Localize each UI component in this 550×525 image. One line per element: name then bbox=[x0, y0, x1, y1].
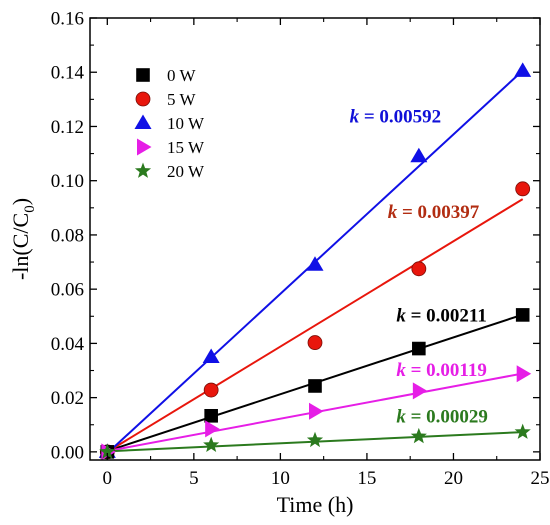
legend-label: 5 W bbox=[167, 90, 196, 109]
y-axis-title-close: ) bbox=[8, 198, 33, 205]
data-point bbox=[515, 308, 530, 322]
rate-constant-value: = 0.00592 bbox=[359, 106, 441, 127]
legend-label: 20 W bbox=[167, 162, 205, 181]
y-tick-label: 0.08 bbox=[51, 225, 84, 246]
rate-constant-symbol: k bbox=[396, 306, 406, 327]
y-tick-label: 0.02 bbox=[51, 388, 84, 409]
rate-constant-symbol: k bbox=[396, 360, 406, 381]
x-axis-title: Time (h) bbox=[277, 492, 354, 517]
y-tick-label: 0.06 bbox=[51, 280, 84, 301]
data-point bbox=[203, 382, 219, 398]
data-point bbox=[411, 261, 427, 277]
rate-constant-label: k = 0.00592 bbox=[350, 106, 442, 127]
data-point bbox=[514, 62, 532, 77]
x-tick-label: 15 bbox=[357, 468, 376, 489]
x-tick-label: 10 bbox=[271, 468, 290, 489]
rate-constant-label: k = 0.00029 bbox=[396, 407, 488, 428]
data-point bbox=[307, 335, 323, 350]
data-point bbox=[410, 427, 427, 444]
rate-constant-label: k = 0.00211 bbox=[396, 306, 487, 327]
fit-line bbox=[106, 198, 524, 453]
y-tick-label: 0.16 bbox=[51, 9, 84, 30]
data-point bbox=[203, 436, 220, 452]
y-tick-label: 0.00 bbox=[51, 442, 84, 463]
data-point bbox=[99, 443, 116, 459]
x-tick-label: 0 bbox=[103, 468, 113, 489]
y-tick-label: 0.10 bbox=[51, 171, 84, 192]
rate-constant-value: = 0.00029 bbox=[406, 407, 488, 428]
data-point bbox=[306, 431, 324, 448]
rate-constant-symbol: k bbox=[350, 106, 360, 127]
x-tick-label: 25 bbox=[531, 468, 550, 489]
data-point bbox=[412, 341, 426, 356]
data-point bbox=[516, 365, 532, 383]
x-tick-label: 5 bbox=[189, 468, 199, 489]
data-point bbox=[514, 423, 531, 439]
rate-constant-label: k = 0.00397 bbox=[388, 202, 480, 223]
data-point bbox=[202, 348, 220, 363]
data-point bbox=[515, 181, 531, 197]
data-point bbox=[306, 256, 324, 271]
x-axis: 0 5 10 15 20 25 bbox=[103, 18, 550, 489]
legend-marker bbox=[134, 114, 152, 129]
rate-constant-value: = 0.00211 bbox=[406, 306, 487, 327]
plot-frame bbox=[89, 17, 541, 461]
data-point bbox=[309, 402, 324, 420]
data-point bbox=[205, 420, 220, 438]
legend-label: 0 W bbox=[167, 66, 196, 85]
legend-marker bbox=[136, 68, 150, 82]
rate-constant-symbol: k bbox=[388, 202, 398, 223]
rate-constant-symbol: k bbox=[396, 407, 406, 428]
data-point bbox=[204, 408, 218, 423]
data-points bbox=[98, 62, 532, 461]
legend-label: 10 W bbox=[167, 114, 205, 133]
rate-constant-value: = 0.00397 bbox=[397, 202, 480, 223]
y-axis-title-main: -ln(C/C bbox=[8, 213, 33, 280]
y-tick-label: 0.04 bbox=[51, 334, 85, 355]
legend-marker bbox=[134, 162, 152, 178]
y-tick-label: 0.14 bbox=[51, 63, 85, 84]
data-point bbox=[410, 147, 428, 163]
y-axis-title: -ln(C/C0) bbox=[8, 198, 38, 280]
legend-marker bbox=[135, 91, 151, 107]
legend: 0 W 5 W 10 W 15 W 20 W bbox=[134, 66, 205, 181]
rate-constant-label: k = 0.00119 bbox=[396, 360, 487, 381]
x-tick-label: 20 bbox=[444, 468, 463, 489]
y-axis: 0.00 0.02 0.04 0.06 0.08 0.10 0.12 0.14 0.16 bbox=[51, 9, 540, 463]
data-point bbox=[308, 379, 322, 393]
y-tick-label: 0.12 bbox=[51, 117, 84, 138]
y-axis-title-subscript: 0 bbox=[22, 205, 38, 213]
legend-label: 15 W bbox=[167, 138, 205, 157]
rate-constant-value: = 0.00119 bbox=[406, 360, 487, 381]
legend-marker bbox=[137, 138, 152, 156]
data-point bbox=[412, 382, 428, 400]
